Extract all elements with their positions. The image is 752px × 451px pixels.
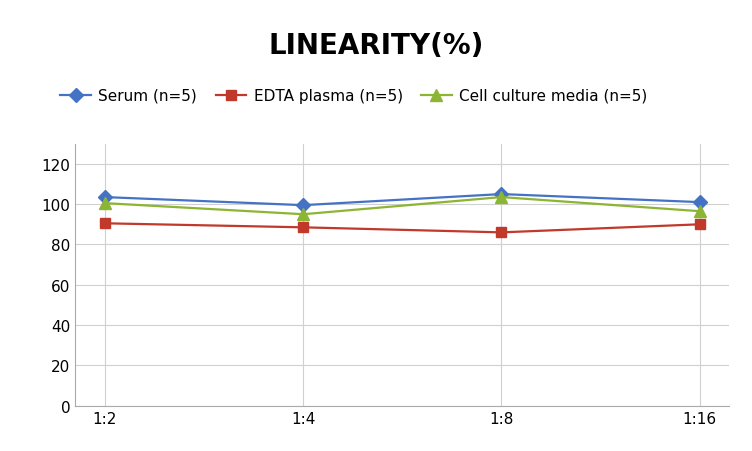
Cell culture media (n=5) <box>695 209 704 214</box>
EDTA plasma (n=5) <box>497 230 506 235</box>
Serum (n=5) <box>299 203 308 208</box>
EDTA plasma (n=5) <box>695 222 704 227</box>
Cell culture media (n=5) <box>101 201 110 207</box>
Line: EDTA plasma (n=5): EDTA plasma (n=5) <box>100 219 705 238</box>
Serum (n=5) <box>101 195 110 200</box>
EDTA plasma (n=5) <box>299 225 308 230</box>
Legend: Serum (n=5), EDTA plasma (n=5), Cell culture media (n=5): Serum (n=5), EDTA plasma (n=5), Cell cul… <box>60 89 647 104</box>
Text: LINEARITY(%): LINEARITY(%) <box>268 32 484 60</box>
Serum (n=5) <box>497 192 506 198</box>
Cell culture media (n=5) <box>497 195 506 200</box>
Line: Cell culture media (n=5): Cell culture media (n=5) <box>99 192 705 220</box>
EDTA plasma (n=5) <box>101 221 110 226</box>
Line: Serum (n=5): Serum (n=5) <box>100 190 705 211</box>
Serum (n=5) <box>695 200 704 205</box>
Cell culture media (n=5) <box>299 212 308 217</box>
